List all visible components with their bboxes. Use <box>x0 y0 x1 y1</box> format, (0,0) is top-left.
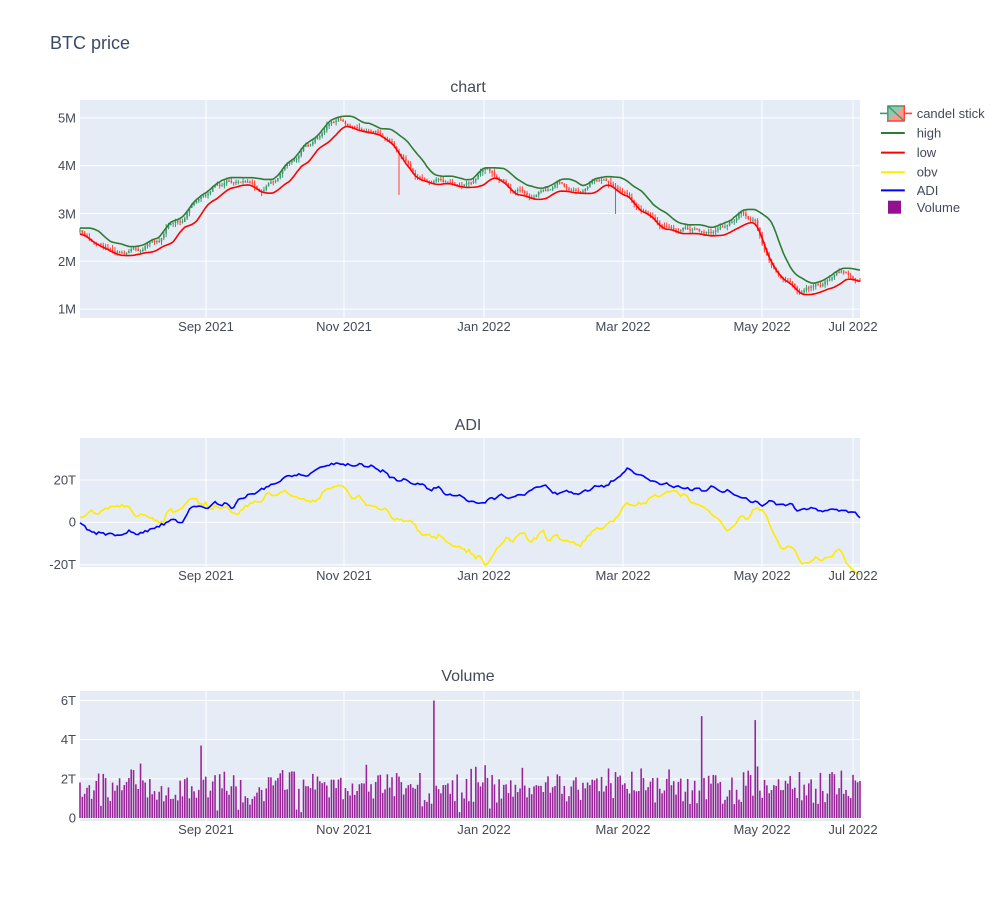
svg-text:ADI: ADI <box>917 183 939 198</box>
svg-text:Sep 2021: Sep 2021 <box>178 319 234 334</box>
svg-text:low: low <box>917 145 937 160</box>
svg-text:Sep 2021: Sep 2021 <box>178 822 234 837</box>
svg-text:Jan 2022: Jan 2022 <box>457 319 511 334</box>
svg-text:Jul 2022: Jul 2022 <box>828 568 877 583</box>
svg-text:0: 0 <box>69 515 76 530</box>
svg-text:Jan 2022: Jan 2022 <box>457 822 511 837</box>
svg-text:candel stick: candel stick <box>917 106 985 121</box>
svg-text:Volume: Volume <box>441 668 494 685</box>
svg-text:May 2022: May 2022 <box>733 319 790 334</box>
svg-text:Nov 2021: Nov 2021 <box>316 822 372 837</box>
svg-text:Nov 2021: Nov 2021 <box>316 568 372 583</box>
svg-text:May 2022: May 2022 <box>733 568 790 583</box>
svg-text:4M: 4M <box>58 158 76 173</box>
svg-text:3M: 3M <box>58 206 76 221</box>
svg-text:ADI: ADI <box>455 417 482 434</box>
svg-text:Mar 2022: Mar 2022 <box>596 822 651 837</box>
svg-text:0: 0 <box>69 811 76 826</box>
svg-text:Mar 2022: Mar 2022 <box>596 568 651 583</box>
svg-text:Jul 2022: Jul 2022 <box>828 822 877 837</box>
svg-text:chart: chart <box>450 79 486 96</box>
svg-text:Mar 2022: Mar 2022 <box>596 319 651 334</box>
svg-text:Sep 2021: Sep 2021 <box>178 568 234 583</box>
svg-text:-20T: -20T <box>49 557 76 572</box>
svg-text:1M: 1M <box>58 302 76 317</box>
svg-text:Jan 2022: Jan 2022 <box>457 568 511 583</box>
svg-text:2T: 2T <box>61 772 76 787</box>
svg-text:5M: 5M <box>58 110 76 125</box>
svg-text:Nov 2021: Nov 2021 <box>316 319 372 334</box>
svg-text:20T: 20T <box>54 473 76 488</box>
svg-text:high: high <box>917 126 942 141</box>
svg-text:Volume: Volume <box>917 200 960 215</box>
svg-text:May 2022: May 2022 <box>733 822 790 837</box>
svg-text:6T: 6T <box>61 693 76 708</box>
svg-text:obv: obv <box>917 165 938 180</box>
svg-text:2M: 2M <box>58 254 76 269</box>
svg-text:Jul 2022: Jul 2022 <box>828 319 877 334</box>
svg-text:4T: 4T <box>61 732 76 747</box>
